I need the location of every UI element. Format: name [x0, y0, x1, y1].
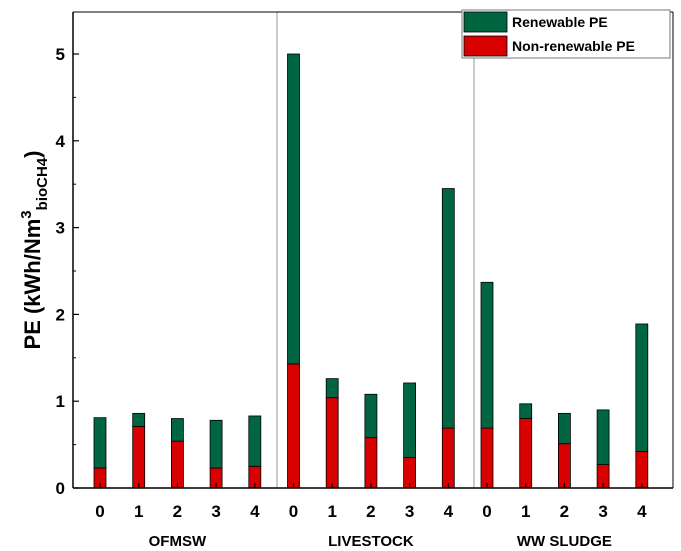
x-tick-label-9: 4: [444, 502, 454, 521]
bar-renewable-8: [403, 382, 417, 459]
x-tick-label-10: 0: [482, 502, 491, 521]
bar-renewable-14: [635, 323, 649, 452]
legend: Renewable PE Non-renewable PE: [461, 9, 671, 59]
x-tick-label-13: 3: [598, 502, 607, 521]
bar-renewable-5: [287, 53, 300, 365]
legend-swatch-renewable: [463, 11, 508, 33]
legend-label-renewable: Renewable PE: [512, 14, 608, 30]
x-tick-label-3: 3: [211, 502, 220, 521]
bar-nonrenewable-9: [441, 427, 455, 489]
bar-renewable-11: [519, 403, 533, 419]
group-label-ww-sludge: WW SLUDGE: [517, 533, 612, 550]
bar-nonrenewable-1: [132, 425, 146, 489]
bar-renewable-12: [558, 412, 571, 445]
x-tick-label-6: 1: [327, 502, 336, 521]
y-tick-label-3: 3: [56, 219, 65, 238]
x-tick-label-0: 0: [95, 502, 104, 521]
tick-labels: 0 1 2 3 4 5 0 1 2 3 4 0 1 2 3 4 0 1 2 3 4: [56, 45, 648, 521]
y-tick-label-5: 5: [56, 45, 65, 64]
bar-renewable-10: [480, 281, 494, 429]
bar-renewable-13: [596, 409, 610, 465]
bar-renewable-2: [170, 418, 184, 442]
x-tick-label-11: 1: [521, 502, 530, 521]
x-tick-label-12: 2: [560, 502, 569, 521]
bar-nonrenewable-10: [480, 427, 494, 489]
bars: [93, 53, 649, 489]
bar-renewable-0: [93, 417, 107, 469]
bar-renewable-4: [248, 415, 262, 467]
bar-renewable-1: [132, 412, 146, 427]
y-axis-label: PE (kWh/Nm3bioCH4): [18, 151, 51, 350]
bar-renewable-6: [325, 378, 339, 399]
group-label-ofmsw: OFMSW: [149, 533, 207, 550]
bar-nonrenewable-11: [519, 418, 533, 489]
x-tick-label-14: 4: [637, 502, 647, 521]
bar-renewable-9: [441, 188, 455, 429]
x-tick-label-2: 2: [173, 502, 182, 521]
bar-nonrenewable-12: [558, 443, 571, 489]
bar-nonrenewable-6: [325, 397, 339, 489]
y-tick-label-4: 4: [56, 132, 66, 151]
group-label-livestock: LIVESTOCK: [328, 533, 414, 550]
bar-nonrenewable-14: [635, 451, 649, 489]
bar-renewable-3: [209, 419, 223, 469]
group-dividers: [276, 12, 475, 488]
bar-nonrenewable-2: [170, 440, 184, 489]
bar-nonrenewable-5: [287, 363, 300, 489]
axes: [72, 11, 674, 489]
x-tick-label-8: 3: [405, 502, 414, 521]
legend-swatch-nonrenewable: [463, 35, 508, 57]
bar-nonrenewable-7: [364, 437, 378, 489]
group-labels: OFMSW LIVESTOCK WW SLUDGE: [149, 533, 612, 550]
x-tick-label-4: 4: [250, 502, 260, 521]
x-tick-label-5: 0: [289, 502, 298, 521]
bar-renewable-7: [364, 393, 378, 439]
x-tick-label-1: 1: [134, 502, 143, 521]
legend-label-nonrenewable: Non-renewable PE: [512, 38, 635, 54]
y-tick-label-1: 1: [56, 392, 65, 411]
y-tick-label-2: 2: [56, 305, 65, 324]
y-tick-label-0: 0: [56, 479, 65, 498]
x-tick-label-7: 2: [366, 502, 375, 521]
